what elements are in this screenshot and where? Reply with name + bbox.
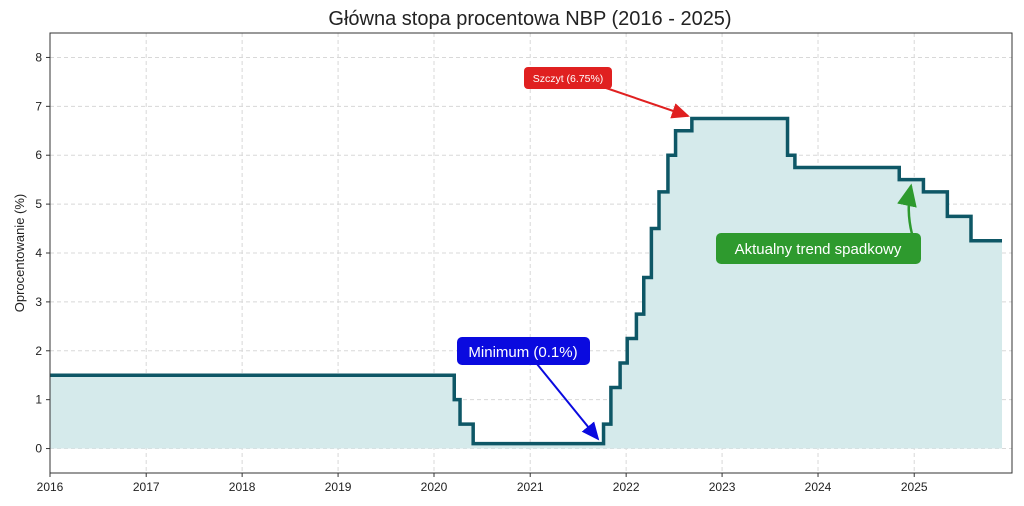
peak-label: Szczyt (6.75%) <box>533 73 604 85</box>
y-ticks: 0 1 2 3 4 5 6 7 8 <box>35 50 50 456</box>
y-tick-label: 4 <box>35 246 42 260</box>
minimum-label-box <box>457 337 590 365</box>
x-ticks: 2016 2017 2018 2019 2020 2021 2022 2023 2024 2025 <box>37 473 928 494</box>
y-tick-label: 0 <box>35 442 42 456</box>
x-tick-label: 2018 <box>229 480 256 494</box>
y-tick-label: 6 <box>35 148 42 162</box>
x-tick-label: 2023 <box>709 480 736 494</box>
rate-line <box>50 116 1003 446</box>
y-tick-label: 5 <box>35 197 42 211</box>
minimum-label: Minimum (0.1%) <box>468 344 577 361</box>
x-tick-label: 2021 <box>517 480 544 494</box>
peak-arrow <box>605 87 690 119</box>
area-fill <box>50 118 1003 449</box>
trend-label-box <box>716 233 921 264</box>
trend-label: Aktualny trend spadkowy <box>735 241 902 258</box>
x-tick-label: 2017 <box>133 480 160 494</box>
x-tick-label: 2020 <box>421 480 448 494</box>
x-tick-label: 2025 <box>901 480 928 494</box>
minimum-arrow <box>536 363 600 441</box>
peak-label-box <box>524 67 612 89</box>
y-tick-label: 1 <box>35 393 42 407</box>
annotation-peak: Szczyt (6.75%) <box>524 67 690 119</box>
x-tick-label: 2022 <box>613 480 640 494</box>
x-tick-label: 2019 <box>325 480 352 494</box>
y-tick-label: 3 <box>35 295 42 309</box>
y-tick-label: 2 <box>35 344 42 358</box>
y-tick-label: 7 <box>35 99 42 113</box>
trend-arrow <box>897 183 917 235</box>
x-tick-label: 2024 <box>805 480 832 494</box>
chart-title: Główna stopa procentowa NBP (2016 - 2025… <box>328 8 731 30</box>
y-axis-label: Oprocentowanie (%) <box>12 194 27 313</box>
x-tick-label: 2016 <box>37 480 64 494</box>
y-tick-label: 8 <box>35 50 42 64</box>
annotation-trend: Aktualny trend spadkowy <box>716 183 921 264</box>
annotation-minimum: Minimum (0.1%) <box>457 337 600 441</box>
